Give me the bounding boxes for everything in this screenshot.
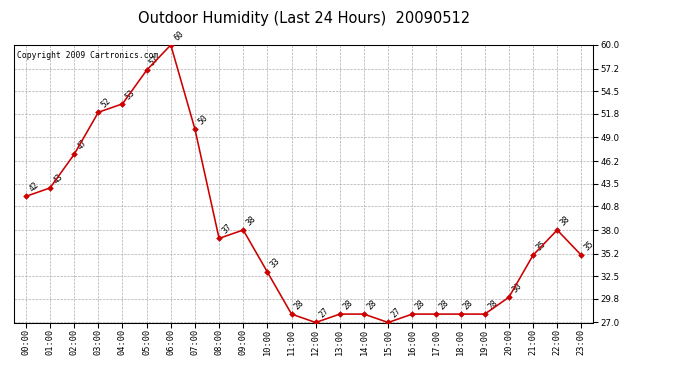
- Text: 27: 27: [389, 307, 403, 320]
- Text: 38: 38: [558, 214, 572, 227]
- Text: 53: 53: [124, 88, 137, 101]
- Text: 28: 28: [413, 298, 427, 311]
- Text: Copyright 2009 Cartronics.com: Copyright 2009 Cartronics.com: [17, 51, 158, 60]
- Text: 43: 43: [51, 172, 65, 185]
- Text: 30: 30: [510, 281, 524, 295]
- Text: 28: 28: [486, 298, 500, 311]
- Text: 28: 28: [437, 298, 451, 311]
- Text: 42: 42: [27, 180, 41, 194]
- Text: 28: 28: [462, 298, 475, 311]
- Text: 60: 60: [172, 29, 186, 42]
- Text: 33: 33: [268, 256, 282, 269]
- Text: 50: 50: [196, 113, 210, 126]
- Text: 27: 27: [317, 307, 331, 320]
- Text: 38: 38: [244, 214, 258, 227]
- Text: Outdoor Humidity (Last 24 Hours)  20090512: Outdoor Humidity (Last 24 Hours) 2009051…: [137, 11, 470, 26]
- Text: 47: 47: [75, 138, 89, 152]
- Text: 28: 28: [365, 298, 379, 311]
- Text: 35: 35: [582, 239, 596, 252]
- Text: 35: 35: [534, 239, 548, 252]
- Text: 52: 52: [99, 96, 113, 109]
- Text: 57: 57: [148, 54, 161, 68]
- Text: 28: 28: [341, 298, 355, 311]
- Text: 37: 37: [220, 222, 234, 236]
- Text: 28: 28: [293, 298, 306, 311]
